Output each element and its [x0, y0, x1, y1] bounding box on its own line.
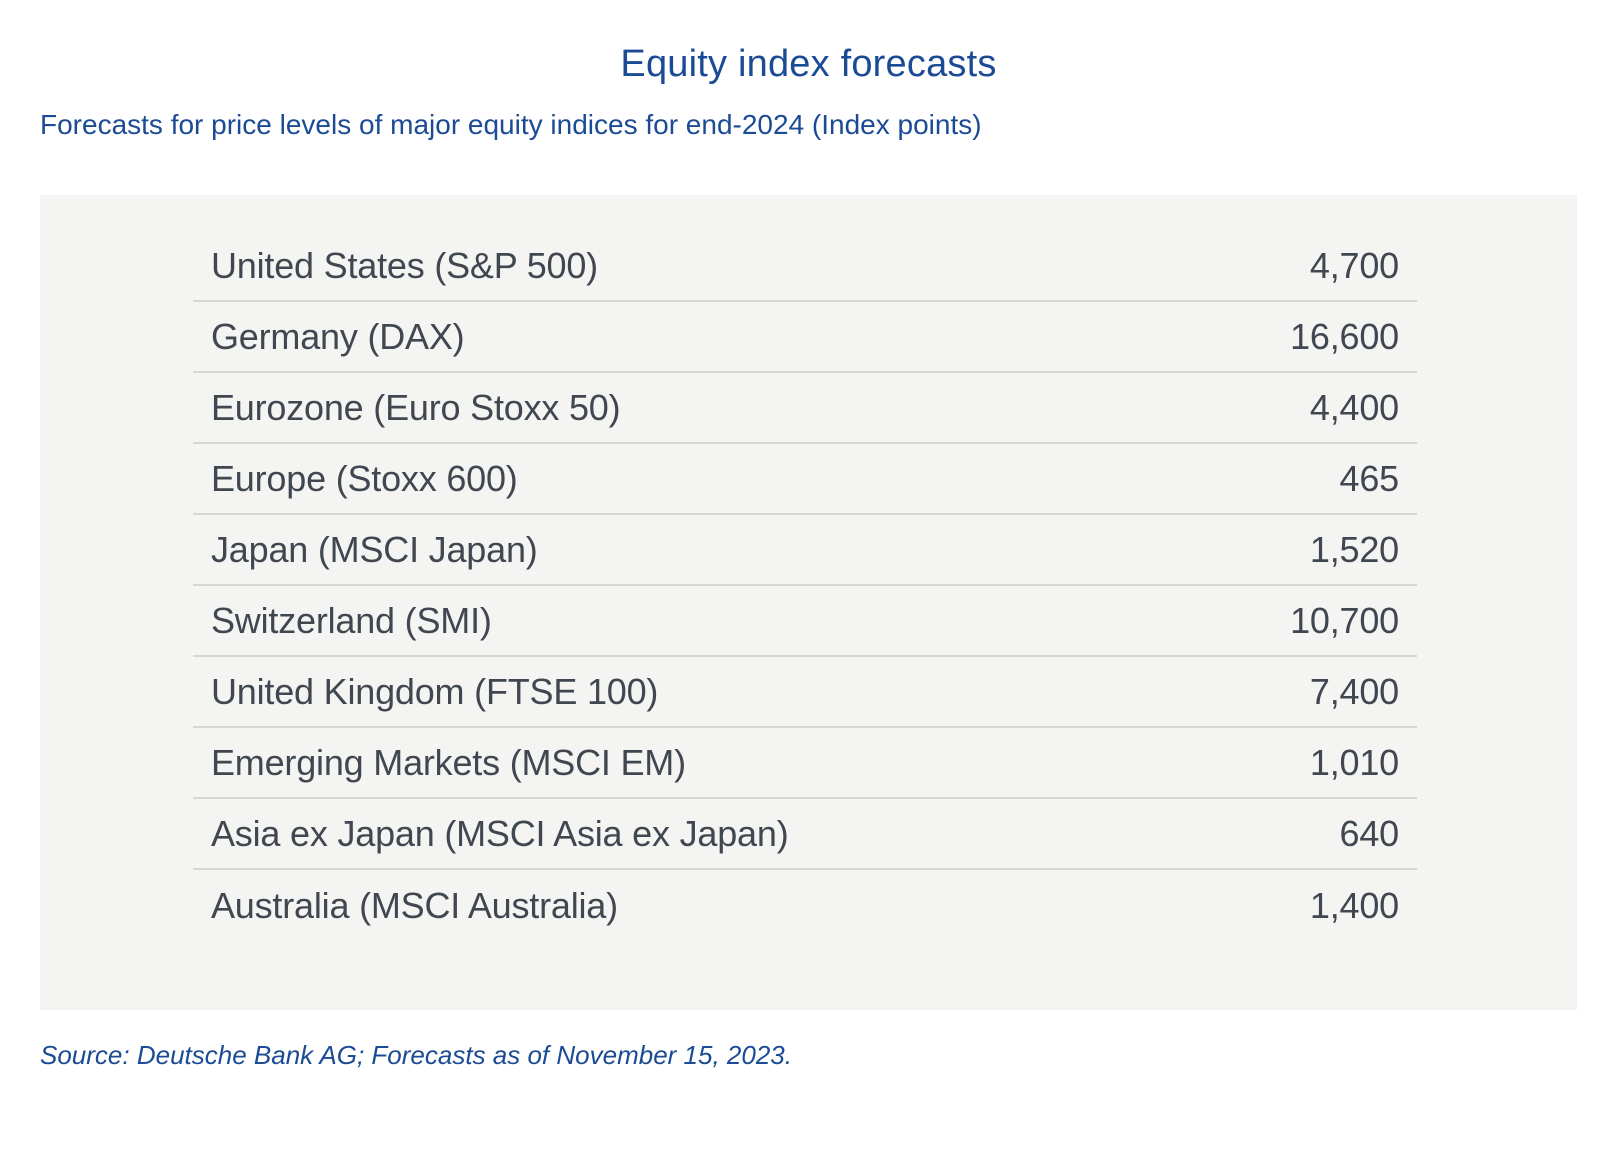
page-title: Equity index forecasts — [620, 43, 997, 85]
forecast-value: 1,520 — [1309, 528, 1399, 570]
table-row: Japan (MSCI Japan) 1,520 — [193, 515, 1417, 586]
index-label: Australia (MSCI Australia) — [211, 884, 618, 926]
forecast-value: 4,700 — [1309, 244, 1399, 286]
index-label: Europe (Stoxx 600) — [211, 457, 518, 499]
forecast-value: 4,400 — [1309, 386, 1399, 428]
index-label: Asia ex Japan (MSCI Asia ex Japan) — [211, 812, 789, 854]
table-row: Emerging Markets (MSCI EM) 1,010 — [193, 728, 1417, 799]
index-label: United States (S&P 500) — [211, 244, 598, 286]
table-row: Europe (Stoxx 600) 465 — [193, 444, 1417, 515]
forecast-value: 1,010 — [1309, 741, 1399, 783]
forecast-table-panel: United States (S&P 500) 4,700 Germany (D… — [40, 195, 1577, 1010]
index-label: Japan (MSCI Japan) — [211, 528, 538, 570]
forecast-value: 16,600 — [1290, 315, 1399, 357]
table-row: United States (S&P 500) 4,700 — [193, 231, 1417, 302]
table-row: Eurozone (Euro Stoxx 50) 4,400 — [193, 373, 1417, 444]
forecast-value: 1,400 — [1309, 884, 1399, 926]
table-row: Switzerland (SMI) 10,700 — [193, 586, 1417, 657]
table-row: Asia ex Japan (MSCI Asia ex Japan) 640 — [193, 799, 1417, 870]
index-label: Emerging Markets (MSCI EM) — [211, 741, 686, 783]
table-row: Australia (MSCI Australia) 1,400 — [193, 870, 1417, 941]
table-row: United Kingdom (FTSE 100) 7,400 — [193, 657, 1417, 728]
chart-subtitle: Forecasts for price levels of major equi… — [40, 109, 982, 140]
index-label: United Kingdom (FTSE 100) — [211, 670, 659, 712]
table-row: Germany (DAX) 16,600 — [193, 302, 1417, 373]
index-label: Switzerland (SMI) — [211, 599, 492, 641]
forecast-value: 640 — [1339, 812, 1400, 854]
forecast-value: 7,400 — [1309, 670, 1399, 712]
source-note: Source: Deutsche Bank AG; Forecasts as o… — [40, 1040, 792, 1070]
forecast-value: 465 — [1339, 457, 1400, 499]
forecast-value: 10,700 — [1290, 599, 1399, 641]
index-label: Eurozone (Euro Stoxx 50) — [211, 386, 621, 428]
index-label: Germany (DAX) — [211, 315, 465, 357]
